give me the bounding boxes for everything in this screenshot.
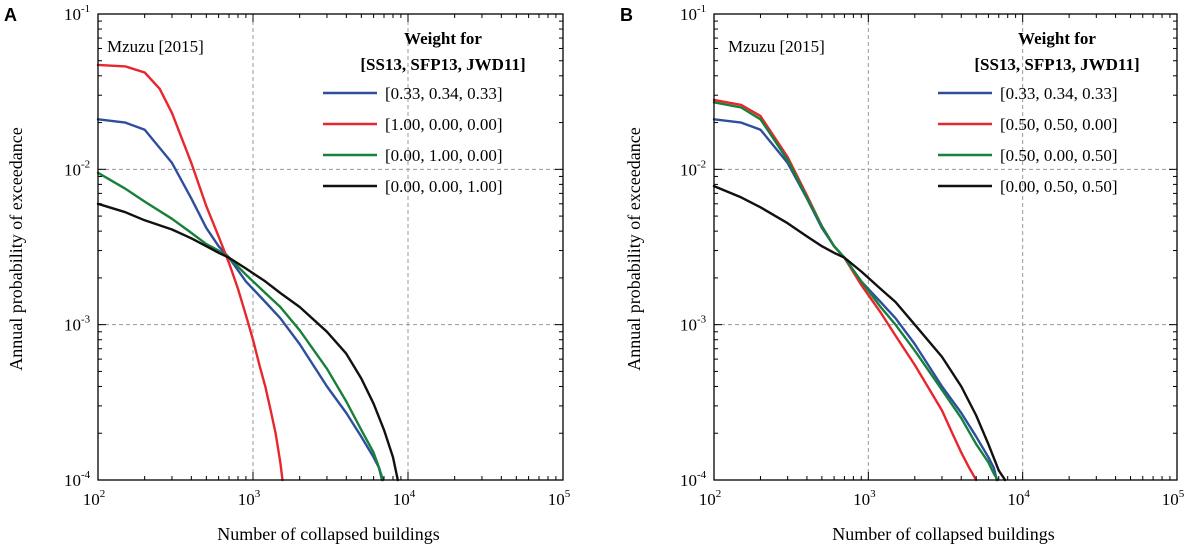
legend-title-line-1: Weight for: [404, 29, 482, 48]
figure: A 102 103 104 105 10-1 10-2 10-3 10-4 Number of c…: [0, 0, 1192, 550]
x-tick-label: 105: [1162, 488, 1185, 509]
legend-label-2: [1.00, 0.00, 0.00]: [385, 115, 503, 134]
legend-title-line-1: Weight for: [1018, 29, 1096, 48]
series-line-3: [714, 102, 998, 480]
legend-label-1: [0.33, 0.34, 0.33]: [385, 84, 503, 103]
panel-b: B 102 103 104 105 10-1 10-2 10-3 10-4 Number of c…: [620, 3, 1185, 544]
x-axis-label: Number of collapsed buildings: [217, 524, 439, 544]
x-axis-label: Number of collapsed buildings: [832, 524, 1054, 544]
legend-label-1: [0.33, 0.34, 0.33]: [1000, 84, 1118, 103]
x-tick-label: 103: [853, 488, 876, 509]
series-line-1: [714, 119, 997, 480]
y-tick-label: 10-3: [680, 314, 707, 335]
series-line-4: [714, 186, 1005, 480]
location-label: Mzuzu [2015]: [728, 37, 825, 56]
legend-title-line-2: [SS13, SFP13, JWD11]: [974, 55, 1139, 74]
y-axis-label: Annual probability of exceedance: [624, 127, 644, 370]
y-tick-label: 10-1: [64, 3, 90, 24]
legend: Weight for [SS13, SFP13, JWD11] [0.33, 0.3…: [323, 29, 526, 196]
legend-label-4: [0.00, 0.50, 0.50]: [1000, 177, 1118, 196]
x-tick-label: 102: [83, 488, 106, 509]
legend-label-4: [0.00, 0.00, 1.00]: [385, 177, 503, 196]
legend-label-2: [0.50, 0.50, 0.00]: [1000, 115, 1118, 134]
legend-label-3: [0.50, 0.00, 0.50]: [1000, 146, 1118, 165]
panel-a: A 102 103 104 105 10-1 10-2 10-3 10-4 Number of c…: [4, 3, 571, 544]
legend-label-3: [0.00, 1.00, 0.00]: [385, 146, 503, 165]
x-tick-label: 105: [548, 488, 571, 509]
y-tick-label: 10-2: [64, 158, 90, 179]
x-tick-label: 104: [393, 488, 416, 509]
panel-letter: A: [4, 5, 17, 25]
legend-title-line-2: [SS13, SFP13, JWD11]: [360, 55, 525, 74]
series-group: [714, 100, 1005, 480]
series-line-4: [98, 204, 398, 480]
location-label: Mzuzu [2015]: [107, 37, 204, 56]
legend: Weight for [SS13, SFP13, JWD11] [0.33, 0.3…: [938, 29, 1140, 196]
y-tick-label: 10-1: [680, 3, 706, 24]
series-line-2: [714, 100, 976, 480]
x-tick-label: 104: [1007, 488, 1030, 509]
series-group: [98, 65, 398, 480]
y-tick-label: 10-3: [64, 314, 91, 335]
y-tick-label: 10-4: [64, 469, 91, 490]
x-tick-label: 103: [238, 488, 261, 509]
panel-letter: B: [620, 5, 633, 25]
y-axis-label: Annual probability of exceedance: [6, 127, 26, 370]
x-tick-label: 102: [699, 488, 722, 509]
y-tick-label: 10-2: [680, 158, 706, 179]
y-tick-label: 10-4: [680, 469, 707, 490]
series-line-2: [98, 65, 283, 480]
